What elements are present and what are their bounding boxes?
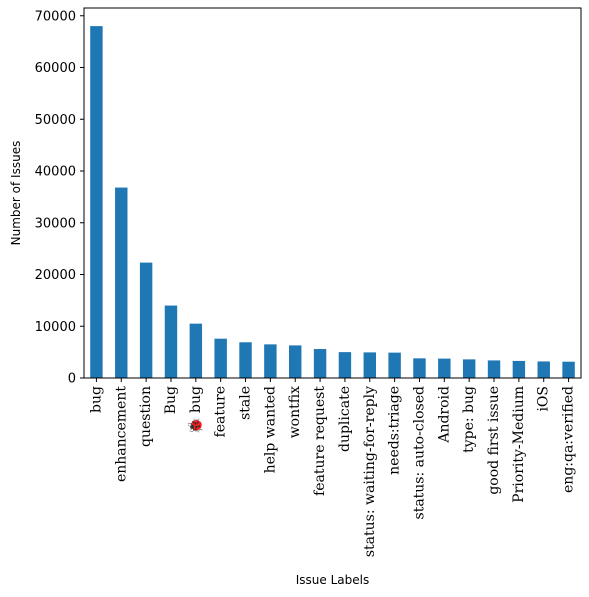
bar-2 <box>139 262 153 378</box>
x-tick-label-19: eng:qa:verified <box>561 386 577 493</box>
bar-18 <box>537 361 550 378</box>
bar-0 <box>90 26 103 379</box>
bar-6 <box>239 342 252 378</box>
bars-group <box>90 26 575 379</box>
bar-16 <box>487 360 501 378</box>
x-tick-label-0: bug <box>88 386 104 413</box>
y-tick-label-4: 40000 <box>35 165 76 180</box>
x-tick-label-11: status: waiting-for-reply <box>362 386 378 557</box>
y-tick-label-5: 50000 <box>35 113 76 128</box>
y-tick-label-3: 30000 <box>35 216 76 231</box>
bar-10 <box>338 352 352 378</box>
bar-17 <box>512 360 526 378</box>
x-tick-label-12: needs:triage <box>387 386 403 475</box>
y-tick-label-6: 60000 <box>35 61 76 76</box>
y-tick-label-0: 0 <box>68 372 76 387</box>
x-tick-label-16: good first issue <box>486 386 502 495</box>
x-tick-label-3: Bug <box>163 386 179 414</box>
bar-11 <box>363 352 376 378</box>
x-tick-label-9: feature request <box>312 386 328 496</box>
y-tick-label-2: 20000 <box>35 268 76 283</box>
x-tick-label-1: enhancement <box>113 386 129 482</box>
bar-13 <box>413 358 426 378</box>
x-tick-label-15: type: bug <box>461 386 477 453</box>
x-tick-label-18: iOS <box>536 386 552 412</box>
bar-5 <box>214 338 227 378</box>
y-axis-label: Number of Issues <box>9 141 23 246</box>
bar-3 <box>164 305 178 378</box>
plot-frame <box>83 7 582 379</box>
bar-8 <box>289 345 302 378</box>
y-tick-label-7: 70000 <box>35 9 76 24</box>
x-tick-label-5: feature <box>213 386 229 437</box>
x-tick-label-2: question <box>138 386 154 447</box>
y-tick-label-1: 10000 <box>35 320 76 335</box>
bar-4 <box>189 323 203 378</box>
bar-7 <box>264 344 277 378</box>
bar-19 <box>562 361 575 378</box>
x-axis-ticks: bug enhancement question Bug 🐞 bug feature sta… <box>88 378 577 557</box>
x-tick-label-10: duplicate <box>337 386 353 452</box>
x-axis-label: Issue Labels <box>296 573 369 587</box>
x-tick-label-17: Priority-Medium <box>511 386 527 503</box>
x-tick-label-6: stale <box>238 386 254 420</box>
bar-14 <box>438 358 451 378</box>
bar-9 <box>313 349 327 378</box>
x-tick-label-13: status: auto-closed <box>411 386 427 520</box>
bar-1 <box>115 187 128 378</box>
x-tick-label-4: 🐞 bug <box>187 386 204 435</box>
x-tick-label-8: wontfix <box>287 386 303 438</box>
bar-15 <box>462 359 476 378</box>
bar-12 <box>388 352 401 378</box>
x-tick-label-7: help wanted <box>262 386 278 473</box>
y-axis-ticks: 0 10000 20000 30000 40000 50000 60000 70000 <box>35 9 84 387</box>
x-tick-label-14: Android <box>436 386 452 444</box>
